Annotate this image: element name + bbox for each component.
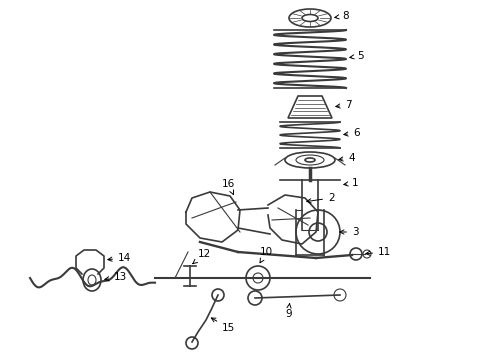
- Text: 4: 4: [339, 153, 355, 163]
- Text: 1: 1: [344, 178, 359, 188]
- Text: 5: 5: [350, 51, 364, 61]
- Text: 16: 16: [222, 179, 235, 195]
- Text: 9: 9: [285, 303, 292, 319]
- Text: 6: 6: [344, 128, 360, 138]
- Text: 14: 14: [108, 253, 131, 263]
- Text: 13: 13: [105, 272, 127, 282]
- Text: 7: 7: [336, 100, 352, 110]
- Text: 10: 10: [260, 247, 273, 263]
- Text: 8: 8: [335, 11, 348, 21]
- Text: 15: 15: [211, 318, 235, 333]
- Text: 11: 11: [366, 247, 391, 257]
- Text: 2: 2: [307, 193, 335, 203]
- Text: 12: 12: [193, 249, 211, 264]
- Text: 3: 3: [340, 227, 359, 237]
